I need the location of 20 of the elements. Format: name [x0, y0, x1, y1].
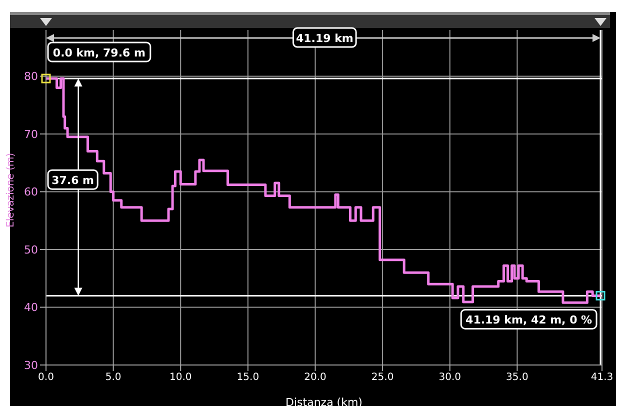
y-tick-label: 60 [24, 186, 38, 199]
x-tick-label: 10.0 [169, 372, 192, 384]
y-axis-title: Elevazione (m) [6, 152, 17, 228]
x-tick-label: 25.0 [371, 372, 394, 384]
x-tick-label: 35.0 [506, 372, 528, 384]
y-tick-label: 50 [24, 243, 38, 256]
y-tick-label: 40 [24, 301, 38, 314]
x-tick-label: 5.0 [105, 372, 122, 384]
x-tick-label: 30.0 [438, 372, 462, 384]
y-tick-label: 30 [24, 358, 38, 372]
annotation: 37.6 m [52, 174, 94, 188]
annotation: 41.19 km, 42 m, 0 % [466, 314, 592, 327]
y-tick-label: 70 [24, 128, 38, 141]
x-tick-label: 41.3 [590, 372, 614, 384]
x-tick-label: 15.0 [236, 372, 260, 384]
annotation: 41.19 km [296, 32, 354, 45]
x-tick-label: 20.0 [304, 372, 326, 384]
x-tick-label: 0.0 [38, 372, 54, 384]
y-tick-label: 80 [24, 70, 38, 84]
annotation: 0.0 km, 79.6 m [52, 46, 146, 60]
